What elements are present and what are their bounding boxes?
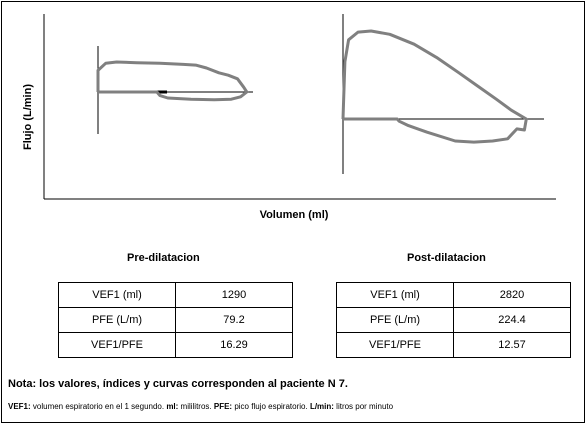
post-label-pfe: PFE (L/m) bbox=[336, 307, 454, 333]
patient-note: Nota: los valores, índices y curvas corr… bbox=[8, 378, 348, 390]
post-value-vef1: 2820 bbox=[453, 282, 571, 308]
pre-value-pfe: 79.2 bbox=[175, 307, 293, 333]
abbr-text-vef1: volumen espiratorio en el 1 segundo. bbox=[30, 402, 167, 411]
pre-table: VEF1 (ml) 1290 PFE (L/m) 79.2 VEF1/PFE 1… bbox=[58, 282, 293, 358]
pre-flow-volume-curve bbox=[96, 60, 249, 102]
x-axis-label: Volumen (ml) bbox=[259, 209, 329, 221]
pre-value-ratio: 16.29 bbox=[175, 332, 293, 358]
abbr-key-ml: ml: bbox=[166, 402, 179, 411]
post-table: VEF1 (ml) 2820 PFE (L/m) 224.4 VEF1/PFE … bbox=[336, 282, 571, 358]
table-row: VEF1 (ml) 2820 bbox=[336, 282, 571, 308]
abbr-key-pfe: PFE: bbox=[213, 402, 233, 411]
abbr-key-lmin: L/min: bbox=[309, 402, 334, 411]
abbr-text-ml: mililitros. bbox=[178, 402, 214, 411]
post-label-vef1: VEF1 (ml) bbox=[336, 282, 454, 308]
post-table-title: Post-dilatacion bbox=[407, 252, 486, 264]
pre-label-pfe: PFE (L/m) bbox=[58, 307, 176, 333]
table-row: VEF1/PFE 12.57 bbox=[336, 332, 571, 358]
y-axis-label: Flujo (L/min) bbox=[22, 84, 34, 150]
post-label-ratio: VEF1/PFE bbox=[336, 332, 454, 358]
abbr-text-pfe: pico flujo espiratorio. bbox=[232, 402, 310, 411]
table-row: VEF1 (ml) 1290 bbox=[58, 282, 293, 308]
abbr-text-lmin: litros por minuto bbox=[333, 402, 394, 411]
table-row: PFE (L/m) 79.2 bbox=[58, 307, 293, 333]
post-value-pfe: 224.4 bbox=[453, 307, 571, 333]
table-row: PFE (L/m) 224.4 bbox=[336, 307, 571, 333]
post-value-ratio: 12.57 bbox=[453, 332, 571, 358]
pre-value-vef1: 1290 bbox=[175, 282, 293, 308]
abbreviations-footnote: VEF1: volumen espiratorio en el 1 segund… bbox=[8, 402, 393, 411]
pre-label-vef1: VEF1 (ml) bbox=[58, 282, 176, 308]
pre-table-title: Pre-dilatacion bbox=[127, 252, 200, 264]
post-flow-volume-curve bbox=[341, 29, 528, 144]
table-row: VEF1/PFE 16.29 bbox=[58, 332, 293, 358]
pre-label-ratio: VEF1/PFE bbox=[58, 332, 176, 358]
abbr-key-vef1: VEF1: bbox=[8, 402, 31, 411]
